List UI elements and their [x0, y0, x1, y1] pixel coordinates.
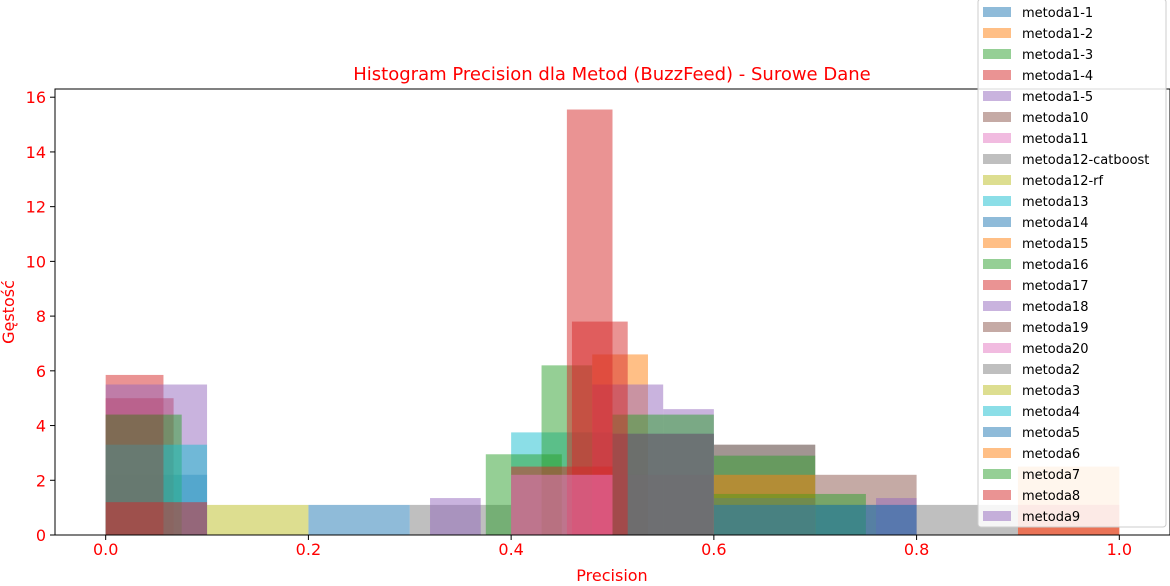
legend-swatch [983, 217, 1011, 227]
legend-swatch [983, 322, 1011, 332]
legend-entry-label: metoda15 [1022, 237, 1088, 252]
y-tick-label: 16 [26, 88, 46, 107]
legend-entry-label: metoda17 [1022, 279, 1088, 294]
legend-entry-label: metoda12-rf [1022, 174, 1104, 189]
histogram-bar-metoda1-4-40 [105, 502, 208, 535]
legend-entry-label: metoda9 [1022, 510, 1080, 525]
legend-entry-label: metoda4 [1022, 405, 1080, 420]
legend-entry-label: metoda14 [1022, 216, 1088, 231]
legend-swatch [983, 406, 1011, 416]
chart-title: Histogram Precision dla Metod (BuzzFeed)… [353, 64, 870, 85]
legend: metoda1-1 metoda1-2 metoda1-3 metoda1-4 meto… [977, 0, 1167, 528]
x-tick-label: 1.0 [1107, 540, 1132, 559]
legend-swatch [983, 364, 1011, 374]
legend-entry-label: metoda1-4 [1022, 69, 1093, 84]
histogram-bar-metoda11-32 [511, 474, 613, 535]
x-axis-label: Precision [576, 566, 647, 585]
y-tick-label: 12 [26, 198, 46, 217]
legend-swatch [983, 280, 1011, 290]
y-axis-label: Gęstość [0, 280, 18, 344]
legend-entry-label: metoda18 [1022, 300, 1088, 315]
legend-entry-label: metoda3 [1022, 384, 1080, 399]
legend-entry-label: metoda11 [1022, 132, 1088, 147]
legend-entry-label: metoda2 [1022, 363, 1080, 378]
x-tick-label: 0.0 [93, 540, 118, 559]
legend-entry-label: metoda7 [1022, 468, 1080, 483]
legend-entry-label: metoda10 [1022, 111, 1088, 126]
legend-swatch [983, 28, 1011, 38]
legend-entry-label: metoda1-3 [1022, 48, 1093, 63]
legend-entry-label: metoda16 [1022, 258, 1088, 273]
legend-swatch [983, 427, 1011, 437]
histogram-bar-metoda1-1-1 [308, 504, 410, 535]
legend-swatch [983, 238, 1011, 248]
y-tick-label: 10 [26, 252, 46, 271]
legend-box [977, 0, 1167, 528]
legend-swatch [983, 469, 1011, 479]
legend-swatch [983, 70, 1011, 80]
legend-swatch [983, 154, 1011, 164]
legend-swatch [983, 7, 1011, 17]
legend-entry-label: metoda5 [1022, 426, 1080, 441]
histogram-bar-metoda3-5 [207, 504, 309, 535]
legend-swatch [983, 112, 1011, 122]
legend-swatch [983, 511, 1011, 521]
legend-swatch [983, 301, 1011, 311]
legend-entry-label: metoda1-1 [1022, 6, 1093, 21]
legend-swatch [983, 385, 1011, 395]
legend-swatch [983, 259, 1011, 269]
y-axis-ticks: 0 2 4 6 8 10 12 14 16 [26, 88, 55, 545]
bars-group [105, 109, 1120, 535]
legend-entry-label: metoda1-2 [1022, 27, 1093, 42]
legend-swatch [983, 133, 1011, 143]
x-axis-ticks: 0.0 0.2 0.4 0.6 0.8 1.0 [93, 535, 1132, 559]
plot-frame [54, 88, 1170, 536]
y-tick-label: 2 [36, 471, 46, 490]
histogram-bar-metoda18-10 [430, 498, 481, 535]
legend-swatch [983, 175, 1011, 185]
x-tick-label: 0.2 [296, 540, 321, 559]
legend-swatch [983, 196, 1011, 206]
y-tick-label: 8 [36, 307, 46, 326]
y-tick-label: 4 [36, 417, 46, 436]
legend-swatch [983, 49, 1011, 59]
legend-entry-label: metoda1-5 [1022, 90, 1093, 105]
legend-swatch [983, 91, 1011, 101]
legend-entry-label: metoda8 [1022, 489, 1080, 504]
x-tick-label: 0.8 [904, 540, 929, 559]
x-tick-label: 0.4 [498, 540, 523, 559]
legend-swatch [983, 343, 1011, 353]
legend-entry-label: metoda13 [1022, 195, 1088, 210]
legend-entry-label: metoda19 [1022, 321, 1088, 336]
histogram-bar-metoda14-39 [815, 504, 917, 535]
y-tick-label: 6 [36, 362, 46, 381]
legend-swatch [983, 448, 1011, 458]
histogram-bar-metoda10-22 [612, 433, 714, 535]
histogram-bar-metoda5-38 [713, 504, 816, 535]
x-tick-label: 0.6 [701, 540, 726, 559]
legend-entry-label: metoda20 [1022, 342, 1088, 357]
legend-entry-label: metoda12-catboost [1022, 153, 1149, 168]
y-tick-label: 0 [36, 526, 46, 545]
legend-entry-label: metoda6 [1022, 447, 1080, 462]
y-tick-label: 14 [26, 143, 46, 162]
legend-swatch [983, 490, 1011, 500]
